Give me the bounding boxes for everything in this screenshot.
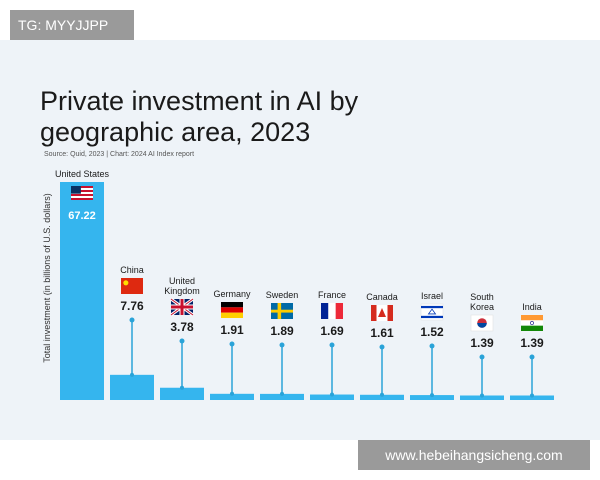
bar-united-kingdom: [160, 387, 204, 400]
flag-icon-india: [521, 315, 543, 331]
stem-base-dot-south-korea: [480, 393, 484, 398]
chart-title-line-2: geographic area, 2023: [40, 117, 311, 147]
flag-icon-sweden: [271, 303, 293, 319]
value-label-canada: 1.61: [370, 326, 394, 340]
bar-united-states: [60, 182, 104, 400]
stem-dot-israel: [429, 343, 435, 349]
chart-title-line-1: Private investment in AI by: [40, 86, 359, 116]
bar-south-korea: [460, 395, 504, 400]
stem-dot-india: [529, 354, 535, 360]
bar-china: [110, 374, 154, 400]
value-label-sweden: 1.89: [270, 324, 294, 338]
flag-icon-south-korea: [470, 314, 494, 332]
category-label-sweden: Sweden: [266, 290, 299, 300]
category-label-india: India: [522, 302, 542, 312]
flag-icon-france: [321, 303, 343, 319]
category-label-united-kingdom-line-1: United: [169, 276, 195, 286]
category-label-china: China: [120, 265, 144, 275]
stem-dot-united-kingdom: [179, 338, 185, 344]
value-label-israel: 1.52: [420, 325, 444, 339]
value-label-india: 1.39: [520, 336, 544, 350]
category-label-united-states: United States: [55, 169, 110, 179]
category-label-germany: Germany: [213, 289, 251, 299]
stem-base-dot-germany: [230, 391, 234, 396]
site-watermark: www.hebeihangsicheng.com: [358, 440, 590, 470]
stem-dot-canada: [379, 344, 385, 350]
flag-icon-canada: [371, 305, 393, 321]
stem-dot-germany: [229, 341, 235, 347]
y-axis-label: Total investment (in billions of U.S. do…: [42, 193, 52, 363]
bar-germany: [210, 393, 254, 400]
category-label-south-korea-line-2: Korea: [470, 302, 494, 312]
stem-base-dot-france: [330, 392, 334, 397]
stem-dot-china: [129, 317, 135, 323]
stem-base-dot-india: [530, 393, 534, 398]
stem-base-dot-canada: [380, 392, 384, 397]
stem-base-dot-israel: [430, 393, 434, 398]
stem-base-dot-china: [130, 372, 134, 377]
stem-base-dot-sweden: [280, 391, 284, 396]
value-label-germany: 1.91: [220, 323, 244, 337]
chart-source: Source: Quid, 2023 | Chart: 2024 AI Inde…: [44, 151, 195, 158]
stem-dot-south-korea: [479, 354, 485, 360]
flag-icon-united-states: [71, 186, 93, 200]
stem-dot-sweden: [279, 342, 285, 348]
value-label-china: 7.76: [120, 299, 144, 313]
flag-icon-united-kingdom: [170, 297, 194, 317]
bar-france: [310, 394, 354, 400]
bar-israel: [410, 395, 454, 400]
bar-india: [510, 395, 554, 400]
flag-icon-israel: [420, 303, 444, 321]
value-label-france: 1.69: [320, 324, 344, 338]
category-label-united-kingdom-line-2: Kingdom: [164, 286, 200, 296]
category-label-south-korea-line-1: South: [470, 292, 494, 302]
value-label-south-korea: 1.39: [470, 336, 494, 350]
category-label-israel: Israel: [421, 291, 443, 301]
stem-base-dot-united-kingdom: [180, 385, 184, 390]
bar-canada: [360, 394, 404, 400]
value-label-united-kingdom: 3.78: [170, 320, 194, 334]
category-label-canada: Canada: [366, 292, 398, 302]
flag-icon-china: [121, 278, 143, 294]
chart-title: Private investment in AI by geographic a…: [40, 86, 560, 148]
channel-tag: TG: MYYJJPP: [10, 10, 134, 40]
stem-dot-france: [329, 342, 335, 348]
value-label-united-states: 67.22: [68, 210, 96, 222]
flag-icon-germany: [221, 302, 243, 318]
bar-sweden: [260, 393, 304, 400]
category-label-france: France: [318, 290, 346, 300]
